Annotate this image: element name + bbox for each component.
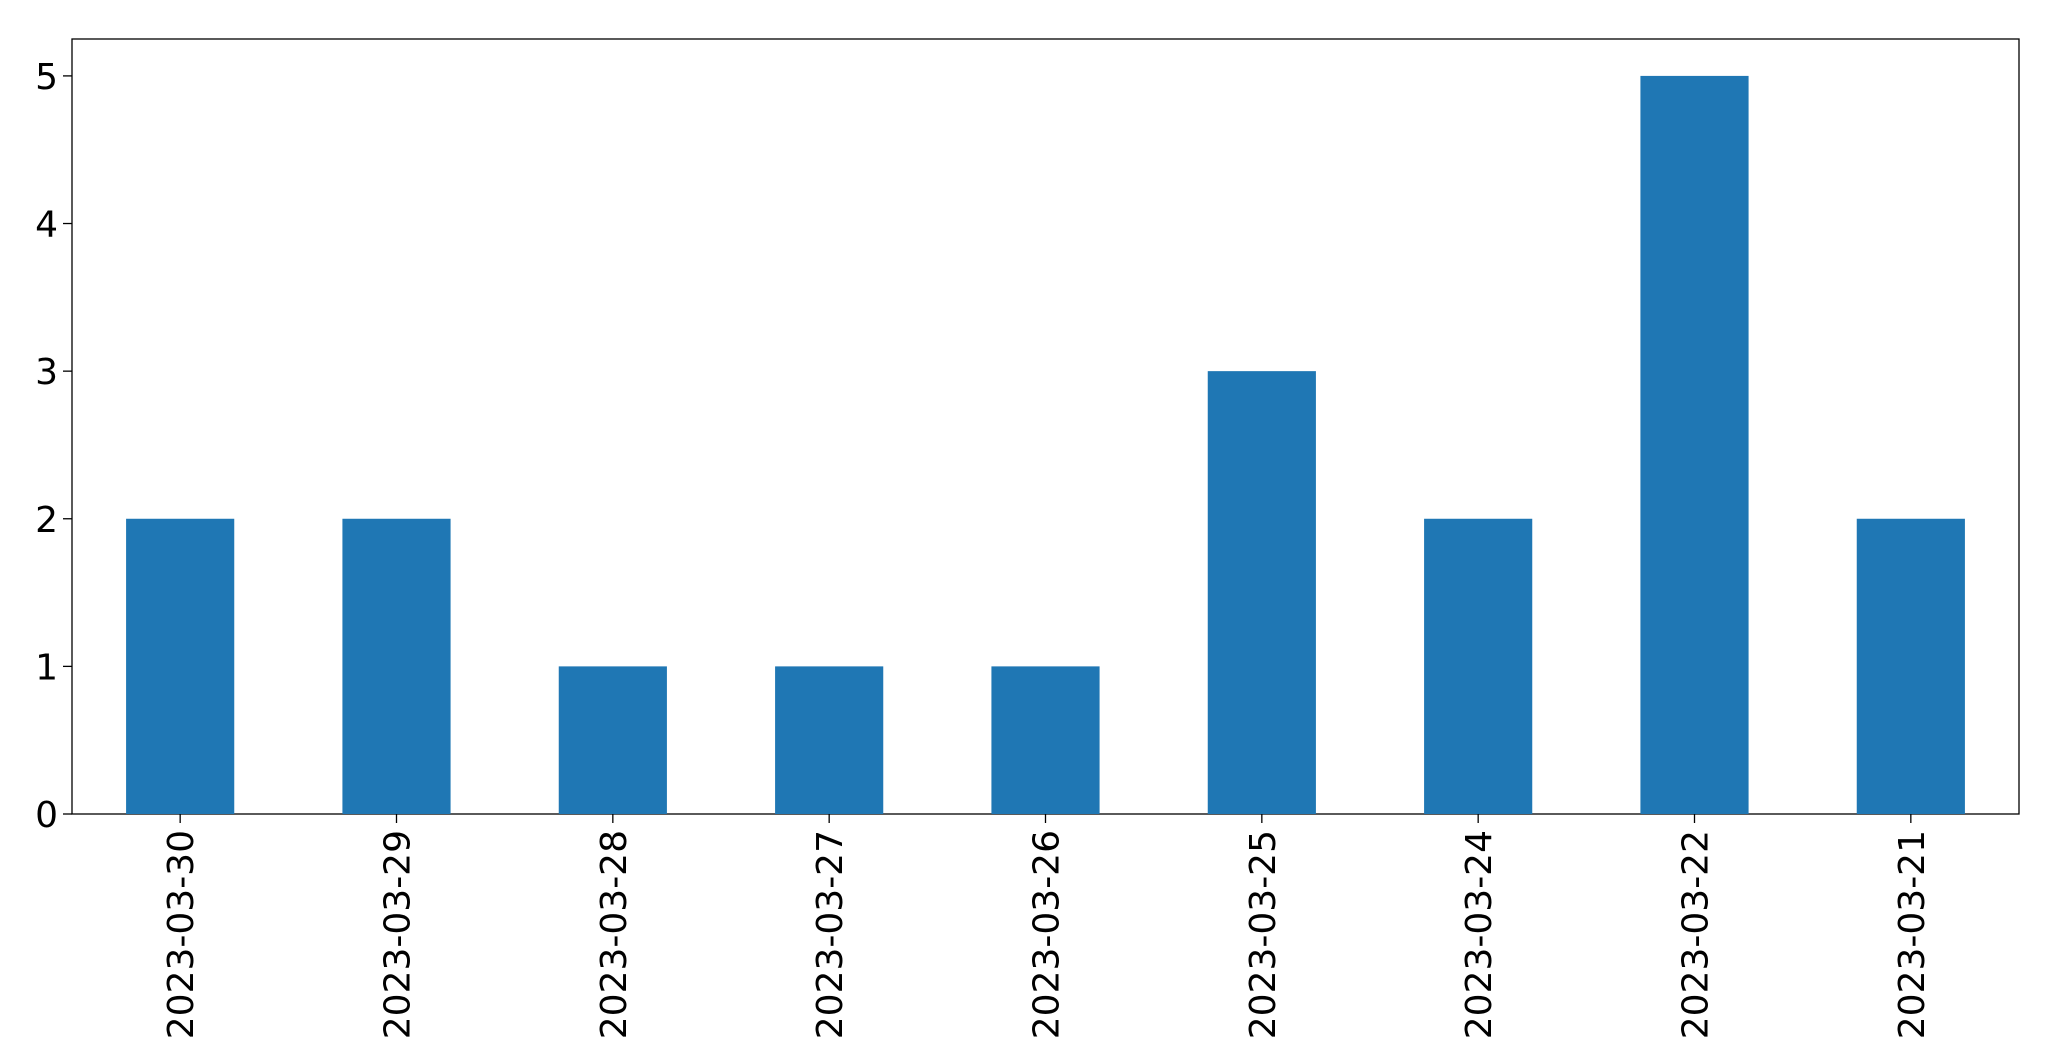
x-tick-label: 2023-03-26 [1027, 830, 1068, 1039]
x-tick-label: 2023-03-28 [594, 830, 635, 1039]
bar [775, 666, 884, 814]
bar [1640, 75, 1749, 814]
y-tick-label: 5 [35, 57, 58, 98]
bar [342, 518, 451, 814]
x-tick-label: 2023-03-27 [810, 830, 851, 1039]
x-tick-label: 2023-03-24 [1459, 830, 1500, 1039]
bar [1856, 518, 1965, 814]
y-tick-label: 2 [35, 500, 58, 541]
bar [558, 666, 667, 814]
x-tick-label: 2023-03-29 [378, 830, 419, 1039]
x-tick-label: 2023-03-30 [161, 830, 202, 1039]
x-tick-label: 2023-03-25 [1243, 830, 1284, 1039]
x-tick-label: 2023-03-22 [1676, 830, 1717, 1039]
y-tick-label: 0 [35, 795, 58, 836]
bar [1207, 371, 1316, 814]
bar [991, 666, 1100, 814]
bar [126, 518, 235, 814]
bar [1424, 518, 1533, 814]
x-tick-label: 2023-03-21 [1892, 830, 1933, 1039]
y-tick-label: 1 [35, 647, 58, 688]
y-tick-label: 4 [35, 205, 58, 246]
y-tick-label: 3 [35, 352, 58, 393]
